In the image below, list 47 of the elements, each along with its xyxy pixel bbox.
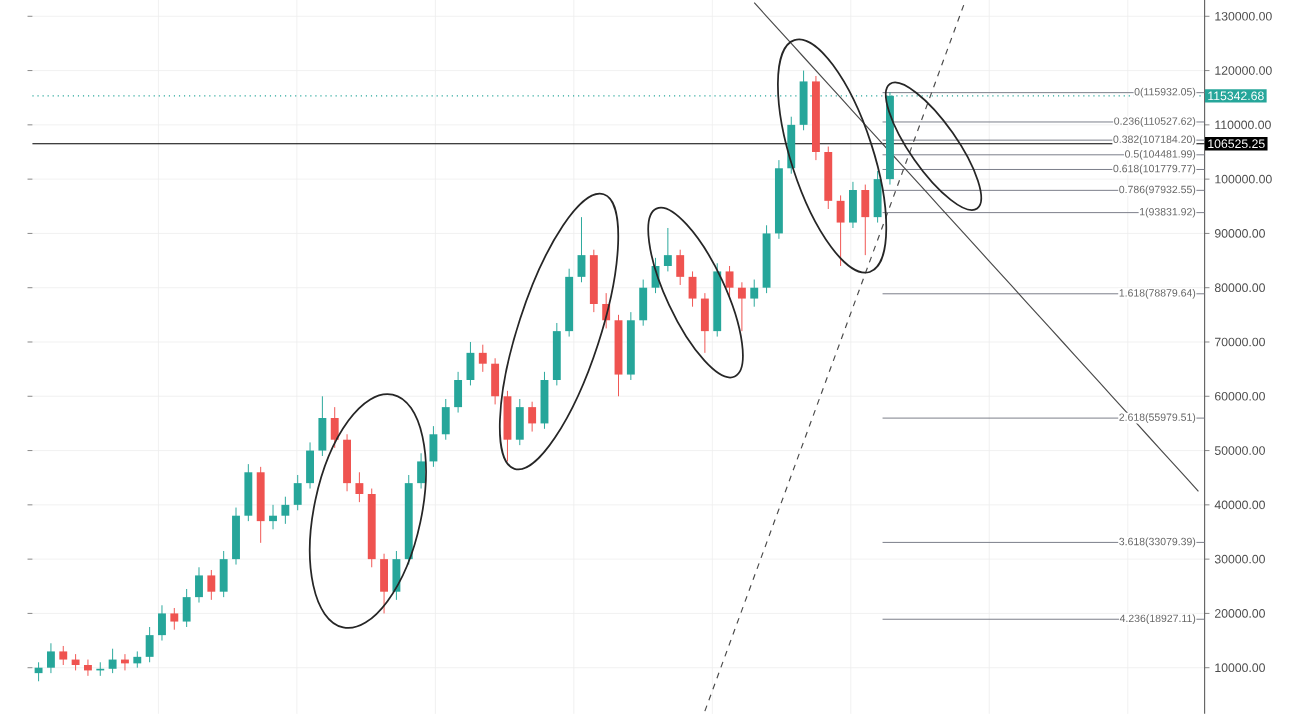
candlestick	[145, 626, 154, 663]
candlestick	[848, 181, 857, 229]
candlestick	[577, 216, 586, 283]
candlestick	[343, 433, 351, 492]
candlestick	[306, 441, 314, 490]
candlestick	[232, 507, 240, 566]
candlestick	[182, 588, 191, 628]
candlestick	[108, 648, 117, 674]
candlestick	[441, 398, 450, 441]
candlestick	[429, 425, 438, 468]
candlestick	[330, 406, 339, 449]
candlestick	[503, 390, 512, 462]
candlestick	[269, 504, 277, 530]
candlestick	[219, 550, 228, 598]
candlestick	[491, 357, 500, 405]
candlestick	[873, 170, 882, 224]
candlestick	[170, 607, 179, 631]
candlestick	[663, 227, 672, 272]
candlestick	[787, 116, 796, 175]
candlestick	[515, 398, 524, 446]
candlestick	[46, 642, 55, 674]
candlestick	[478, 344, 487, 373]
candlestick	[639, 279, 648, 327]
candlestick	[244, 463, 253, 522]
candlestick	[380, 553, 389, 614]
candlestick	[195, 566, 203, 604]
candlestick	[34, 661, 43, 682]
candlestick	[737, 281, 746, 332]
candlestick	[158, 604, 166, 642]
candlestick	[207, 569, 216, 601]
candlestick	[688, 270, 697, 308]
candlestick	[355, 471, 364, 503]
candlestick	[528, 401, 537, 433]
candlestick	[725, 265, 734, 297]
candlestick	[700, 292, 709, 354]
candlestick	[281, 496, 290, 525]
candlestick	[417, 452, 426, 490]
candlestick	[318, 395, 327, 457]
candlestick	[59, 645, 68, 666]
candlestick	[454, 371, 463, 414]
candlestick	[293, 474, 302, 511]
candlestick	[83, 659, 92, 677]
candlestick	[836, 194, 845, 267]
candlestick	[466, 341, 475, 386]
candlestick	[676, 249, 685, 286]
candlestick	[750, 279, 759, 308]
candlestick	[861, 184, 870, 256]
